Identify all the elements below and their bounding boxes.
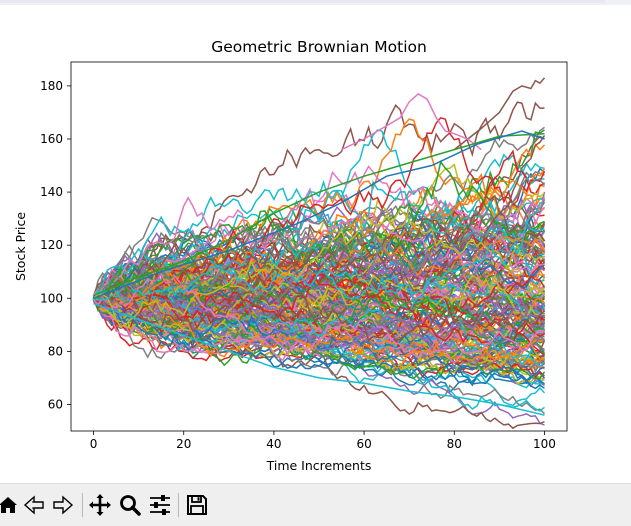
series-line xyxy=(92,163,545,305)
series-line xyxy=(92,299,545,390)
x-tick-label: 100 xyxy=(533,437,556,451)
series-line xyxy=(92,285,545,342)
series-line xyxy=(92,239,546,355)
series-line xyxy=(93,132,545,297)
series-line xyxy=(92,208,545,327)
window-top-bar xyxy=(0,0,631,5)
forward-icon[interactable] xyxy=(50,493,74,517)
series-group xyxy=(92,77,546,430)
y-axis-label: Stock Price xyxy=(13,212,28,281)
save-icon[interactable] xyxy=(185,493,209,517)
toolbar-separator xyxy=(178,493,179,517)
series-line xyxy=(92,134,546,310)
y-tick-label: 180 xyxy=(40,79,63,93)
y-tick-label: 60 xyxy=(48,397,63,411)
series-line xyxy=(93,248,545,343)
toolbar-separator xyxy=(82,493,83,517)
x-tick-label: 40 xyxy=(266,437,281,451)
zoom-icon[interactable] xyxy=(118,493,142,517)
x-axis-label: Time Increments xyxy=(266,458,372,473)
series-line xyxy=(93,302,545,416)
y-tick-label: 80 xyxy=(48,344,63,358)
series-line xyxy=(93,219,545,304)
x-tick-label: 0 xyxy=(90,437,98,451)
series-line xyxy=(93,293,545,362)
pan-icon[interactable] xyxy=(88,493,112,517)
x-tick-label: 60 xyxy=(356,437,371,451)
x-tick-label: 20 xyxy=(176,437,191,451)
series-line xyxy=(453,77,546,151)
chart-title: Geometric Brownian Motion xyxy=(211,38,427,56)
y-tick-label: 160 xyxy=(40,132,63,146)
y-tick-label: 120 xyxy=(40,238,63,252)
window-top-bar-inner xyxy=(0,0,605,3)
axes-frame xyxy=(70,61,568,432)
series-line xyxy=(92,273,545,365)
series-line xyxy=(92,272,545,344)
home-icon[interactable] xyxy=(0,493,20,517)
series-line xyxy=(92,293,546,380)
series-line xyxy=(93,295,545,385)
chart: 0 20 40 60 80 100 60 80 100 120 140 160 180 Geometric… xyxy=(13,38,568,473)
y-tick-label: 100 xyxy=(40,291,63,305)
x-tick-label: 80 xyxy=(447,437,462,451)
series-line xyxy=(341,92,482,151)
series-line xyxy=(92,266,546,355)
series-line xyxy=(92,274,545,332)
series-line xyxy=(93,274,545,320)
series-line xyxy=(93,298,545,351)
navigation-toolbar xyxy=(0,483,631,526)
series-line xyxy=(92,199,546,299)
y-tick-label: 140 xyxy=(40,185,63,199)
configure-subplots-icon[interactable] xyxy=(148,493,172,517)
series-line xyxy=(92,165,546,298)
series-line xyxy=(92,287,545,366)
series-line xyxy=(93,130,545,299)
back-icon[interactable] xyxy=(23,493,47,517)
figure-canvas[interactable]: 0 20 40 60 80 100 60 80 100 120 140 160 180 Geometric… xyxy=(0,8,631,483)
